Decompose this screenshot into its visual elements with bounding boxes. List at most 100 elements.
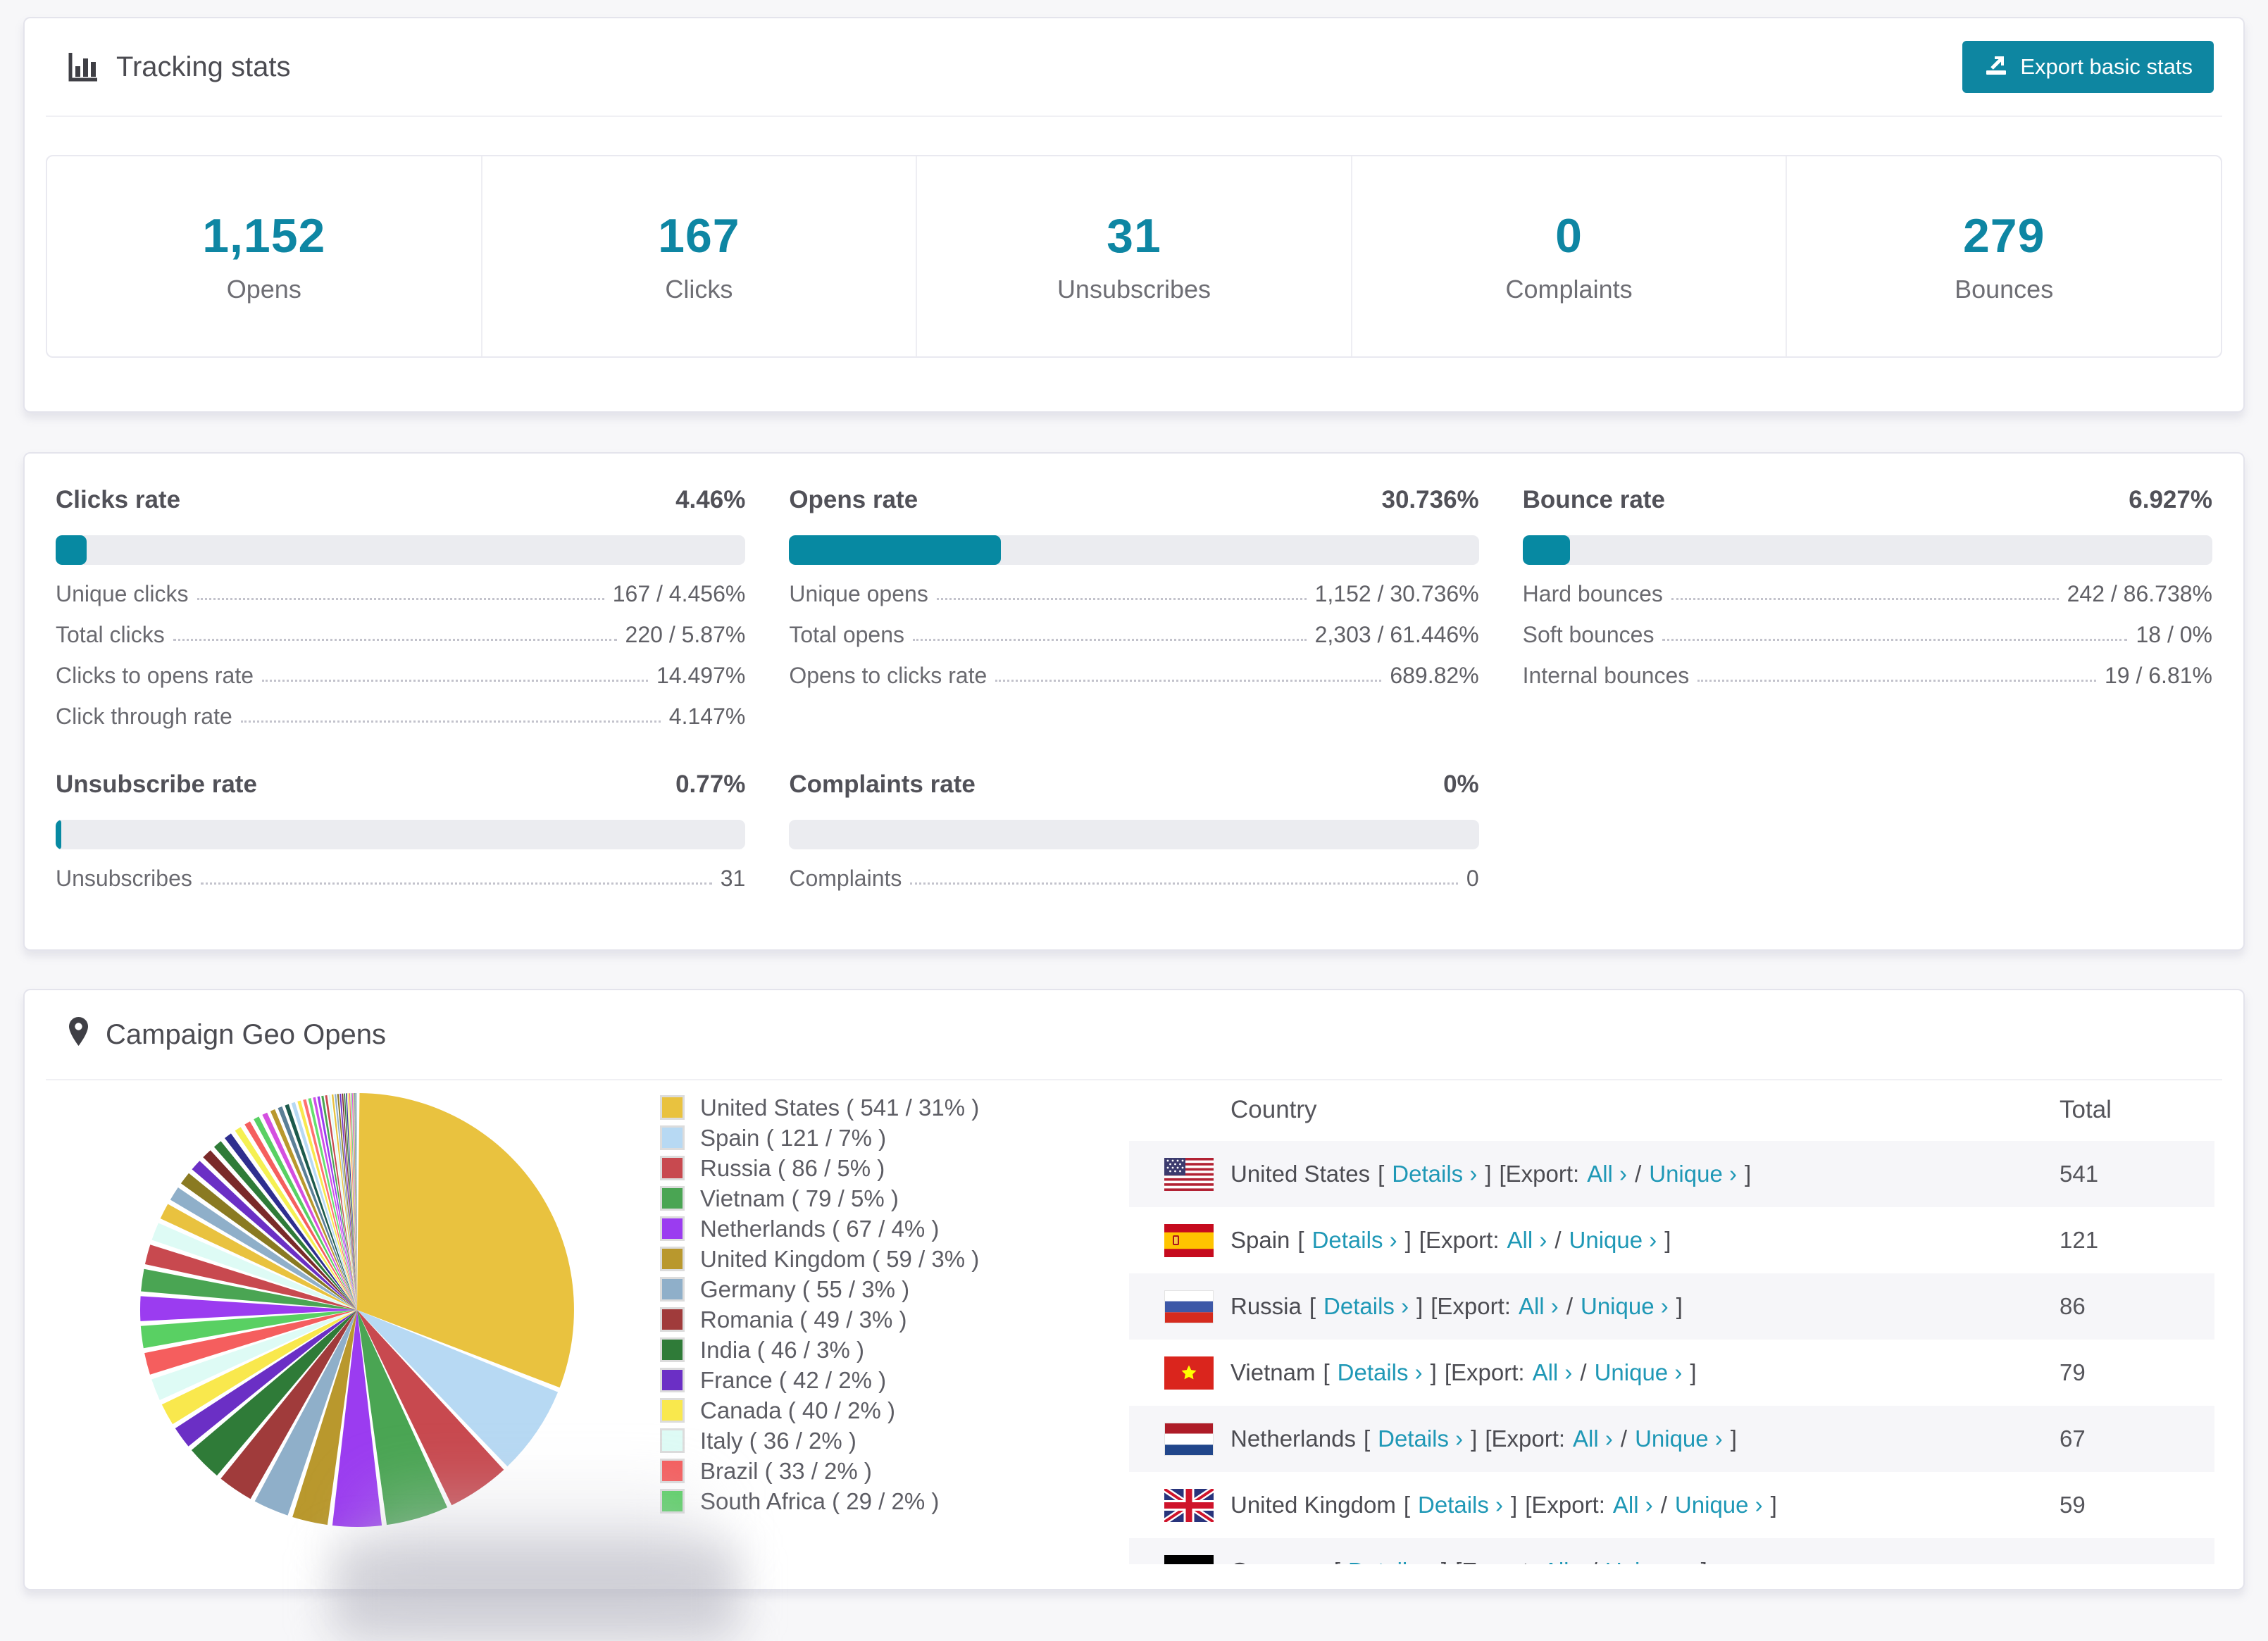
progress-bar	[56, 820, 746, 849]
pie-slice	[220, 1310, 357, 1499]
pie-slice	[180, 1173, 357, 1310]
legend-swatch-icon	[660, 1307, 685, 1332]
pie-slice	[317, 1096, 357, 1310]
export-unique-link[interactable]: Unique ›	[1569, 1227, 1657, 1253]
summary-stat: 31 Unsubscribes	[916, 156, 1351, 356]
stat-value: 14.497%	[656, 663, 746, 688]
pie-slice	[342, 1093, 357, 1310]
progress-bar	[789, 535, 1479, 565]
export-all-link[interactable]: All ›	[1612, 1492, 1653, 1518]
dotted-leader	[1671, 598, 2059, 600]
details-link[interactable]: Details ›	[1337, 1359, 1423, 1385]
dotted-leader	[995, 680, 1382, 682]
legend-swatch-icon	[660, 1247, 685, 1271]
pie-slice	[270, 1109, 357, 1310]
pie-slice	[332, 1310, 382, 1528]
pie-slice	[151, 1223, 357, 1310]
details-link[interactable]: Details ›	[1311, 1227, 1397, 1253]
rates-card: Clicks rate 4.46% Unique clicks 167 / 4.456…	[23, 452, 2245, 951]
stat-value: 220 / 5.87%	[625, 622, 746, 647]
nl-flag-icon	[1164, 1422, 1214, 1456]
table-row: United Kingdom[Details ›] [Export: All › / U…	[1129, 1472, 2214, 1538]
progress-bar	[789, 820, 1479, 849]
stat-label: Unsubscribes	[56, 866, 192, 891]
legend-label: United States ( 541 / 31% )	[700, 1094, 980, 1121]
pie-slice	[346, 1093, 357, 1310]
pie-slice	[325, 1095, 357, 1310]
stat-value: 167 / 4.456%	[612, 581, 746, 606]
legend-label: Germany ( 55 / 3% )	[700, 1275, 910, 1302]
pie-slice	[175, 1310, 358, 1447]
stat-row: Complaints 0	[789, 866, 1478, 890]
legend-label: Romania ( 49 / 3% )	[700, 1306, 907, 1333]
legend-item: India ( 46 / 3% )	[660, 1336, 979, 1363]
details-link[interactable]: Details ›	[1348, 1558, 1433, 1564]
legend-item: Romania ( 49 / 3% )	[660, 1306, 979, 1333]
page-title: Tracking stats	[116, 51, 291, 82]
summary-stat: 0 Complaints	[1350, 156, 1786, 356]
export-basic-stats-button[interactable]: Export basic stats	[1962, 41, 2214, 93]
progress-fill	[56, 535, 87, 565]
legend-swatch-icon	[660, 1156, 685, 1180]
dotted-leader	[173, 639, 617, 641]
export-all-link[interactable]: All ›	[1543, 1558, 1583, 1564]
export-all-link[interactable]: All ›	[1507, 1227, 1547, 1253]
legend-swatch-icon	[660, 1277, 685, 1302]
dotted-leader	[240, 720, 661, 723]
details-link[interactable]: Details ›	[1323, 1293, 1409, 1319]
summary-stat-value: 1,152	[202, 209, 326, 263]
table-header-row: Country Total	[1129, 1079, 2214, 1141]
total-value: 86	[2060, 1293, 2086, 1319]
summary-stat: 167 Clicks	[480, 156, 916, 356]
export-all-link[interactable]: All ›	[1518, 1293, 1559, 1319]
total-value: 67	[2060, 1425, 2086, 1452]
summary-stat-label: Opens	[226, 275, 301, 304]
stat-value: 19 / 6.81%	[2104, 663, 2212, 688]
pie-slice	[308, 1098, 357, 1310]
legend-item: Netherlands ( 67 / 4% )	[660, 1216, 979, 1242]
pie-slice	[235, 1127, 357, 1310]
rate-title: Unsubscribe rate	[56, 770, 257, 798]
pie-slice	[297, 1100, 357, 1310]
pie-slice	[354, 1092, 357, 1310]
stat-value: 1,152 / 30.736%	[1314, 581, 1479, 606]
table-row: Germany[Details ›][Export:All ›/Unique ›…	[1129, 1538, 2214, 1564]
legend-swatch-icon	[660, 1368, 685, 1392]
stat-row: Unique clicks 167 / 4.456%	[56, 582, 745, 606]
bar-chart-icon	[67, 51, 99, 83]
export-unique-link[interactable]: Unique ›	[1635, 1425, 1723, 1452]
es-flag-icon	[1164, 1223, 1214, 1257]
dotted-leader	[262, 680, 648, 682]
table-row: United States[Details ›] [Export: All › / Un…	[1129, 1141, 2214, 1207]
legend-swatch-icon	[660, 1489, 685, 1514]
export-all-link[interactable]: All ›	[1587, 1161, 1628, 1187]
legend-label: India ( 46 / 3% )	[700, 1336, 864, 1363]
pie-slice	[292, 1310, 357, 1525]
export-unique-link[interactable]: Unique ›	[1605, 1558, 1693, 1564]
export-unique-link[interactable]: Unique ›	[1674, 1492, 1763, 1518]
pie-slice	[331, 1094, 357, 1310]
pie-slice	[192, 1161, 357, 1310]
details-link[interactable]: Details ›	[1378, 1425, 1464, 1452]
stat-value: 242 / 86.738%	[2067, 581, 2212, 606]
export-unique-link[interactable]: Unique ›	[1649, 1161, 1737, 1187]
country-name: Netherlands	[1230, 1425, 1356, 1452]
legend-label: Brazil ( 33 / 2% )	[700, 1457, 872, 1484]
legend-label: Italy ( 36 / 2% )	[700, 1427, 856, 1454]
rates-grid: Clicks rate 4.46% Unique clicks 167 / 4.456…	[46, 454, 2222, 890]
stat-row: Unsubscribes 31	[56, 866, 745, 890]
progress-bar	[56, 535, 746, 565]
details-link[interactable]: Details ›	[1417, 1492, 1504, 1518]
legend-label: Russia ( 86 / 5% )	[700, 1154, 885, 1181]
us-flag-icon	[1164, 1157, 1214, 1191]
pie-slice	[357, 1310, 504, 1506]
export-all-link[interactable]: All ›	[1573, 1425, 1613, 1452]
export-all-link[interactable]: All ›	[1532, 1359, 1573, 1385]
export-unique-link[interactable]: Unique ›	[1594, 1359, 1683, 1385]
details-link[interactable]: Details ›	[1392, 1161, 1478, 1187]
total-value: 79	[2060, 1359, 2086, 1385]
summary-stats-row: 1,152 Opens 167 Clicks 31 Unsubscribes 0 Compla…	[46, 155, 2222, 358]
export-unique-link[interactable]: Unique ›	[1580, 1293, 1669, 1319]
pie-slice	[144, 1244, 357, 1310]
summary-stat-value: 31	[1107, 209, 1161, 263]
